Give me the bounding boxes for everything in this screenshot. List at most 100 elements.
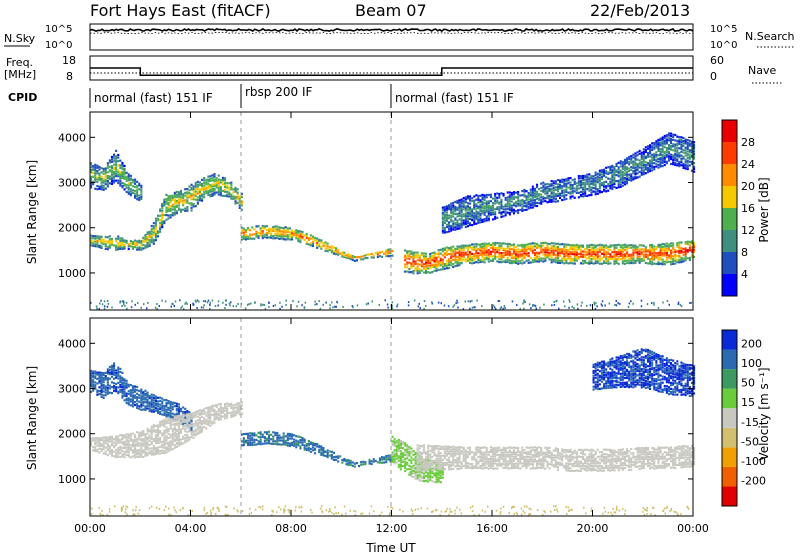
data-cell xyxy=(479,209,481,211)
data-cell xyxy=(379,255,381,257)
data-cell xyxy=(532,261,534,263)
data-cell xyxy=(496,217,498,219)
data-cell xyxy=(670,140,672,142)
data-cell xyxy=(649,165,651,167)
data-cell xyxy=(115,449,117,451)
data-cell xyxy=(655,255,657,257)
data-cell xyxy=(486,196,488,198)
data-cell xyxy=(176,422,178,424)
data-cell xyxy=(396,458,398,460)
data-cell xyxy=(341,251,343,253)
data-cell xyxy=(113,385,115,387)
data-cell xyxy=(666,134,668,136)
ground-scatter-cell xyxy=(572,306,574,308)
data-cell xyxy=(138,394,140,396)
data-cell xyxy=(140,196,142,198)
data-cell xyxy=(643,157,645,159)
data-cell xyxy=(676,149,678,151)
data-cell xyxy=(473,206,475,208)
data-cell xyxy=(477,261,479,263)
data-cell xyxy=(153,243,155,245)
data-cell xyxy=(599,187,601,189)
data-cell xyxy=(469,244,471,246)
data-cell xyxy=(578,245,580,247)
data-cell xyxy=(168,210,170,212)
ground-scatter-cell xyxy=(203,307,205,309)
data-cell xyxy=(92,172,94,174)
data-cell xyxy=(689,161,691,163)
data-cell xyxy=(488,254,490,256)
data-cell xyxy=(628,244,630,246)
data-cell xyxy=(168,199,170,201)
data-cell xyxy=(446,247,448,249)
y-tick-label: 1000 xyxy=(58,267,86,280)
data-cell xyxy=(655,252,657,254)
data-cell xyxy=(331,457,333,459)
data-cell xyxy=(165,431,167,433)
data-cell xyxy=(144,446,146,448)
data-cell xyxy=(101,242,103,244)
data-cell xyxy=(412,254,414,256)
data-cell xyxy=(440,253,442,255)
data-cell xyxy=(320,241,322,243)
data-cell xyxy=(199,197,201,199)
data-cell xyxy=(316,242,318,244)
data-cell xyxy=(155,224,157,226)
data-cell xyxy=(672,242,674,244)
data-cell xyxy=(588,257,590,259)
data-cell xyxy=(186,418,188,420)
data-cell xyxy=(262,227,264,229)
data-cell xyxy=(287,433,289,435)
data-cell xyxy=(580,194,582,196)
data-cell xyxy=(260,433,262,435)
data-cell xyxy=(289,233,291,235)
data-cell xyxy=(624,244,626,246)
data-cell xyxy=(613,170,615,172)
data-cell xyxy=(310,441,312,443)
data-cell xyxy=(645,172,647,174)
ground-scatter-cell xyxy=(137,302,139,304)
data-cell xyxy=(565,186,567,188)
data-cell xyxy=(209,408,211,410)
data-cell xyxy=(155,231,157,233)
data-cell xyxy=(630,254,632,256)
data-cell xyxy=(222,183,224,185)
data-cell xyxy=(211,186,213,188)
data-cell xyxy=(134,434,136,436)
data-cell xyxy=(486,243,488,245)
data-cell xyxy=(172,433,174,435)
data-cell xyxy=(534,201,536,203)
data-cell xyxy=(111,392,113,394)
ground-scatter-cell xyxy=(469,308,471,310)
data-cell xyxy=(264,234,266,236)
data-cell xyxy=(689,245,691,247)
data-cell xyxy=(538,197,540,199)
data-cell xyxy=(94,177,96,179)
data-cell xyxy=(613,260,615,262)
data-cell xyxy=(683,152,685,154)
data-cell xyxy=(237,188,239,190)
cpid-segment-3: normal (fast) 151 IF xyxy=(395,91,514,105)
data-cell xyxy=(195,422,197,424)
nsearch-line xyxy=(90,32,693,33)
data-cell xyxy=(117,238,119,240)
data-cell xyxy=(582,262,584,264)
data-cell xyxy=(555,183,557,185)
data-cell xyxy=(641,244,643,246)
data-cell xyxy=(283,435,285,437)
data-cell xyxy=(461,262,463,264)
data-cell xyxy=(657,244,659,246)
ground-scatter-cell xyxy=(523,308,525,310)
data-cell xyxy=(134,404,136,406)
data-cell xyxy=(255,439,257,441)
data-cell xyxy=(446,226,448,228)
data-cell xyxy=(142,432,144,434)
data-cell xyxy=(107,384,109,386)
data-cell xyxy=(92,245,94,247)
data-cell xyxy=(124,188,126,190)
data-cell xyxy=(546,183,548,185)
data-cell xyxy=(570,255,572,257)
data-cell xyxy=(170,208,172,210)
data-cell xyxy=(477,257,479,259)
data-cell xyxy=(662,147,664,149)
